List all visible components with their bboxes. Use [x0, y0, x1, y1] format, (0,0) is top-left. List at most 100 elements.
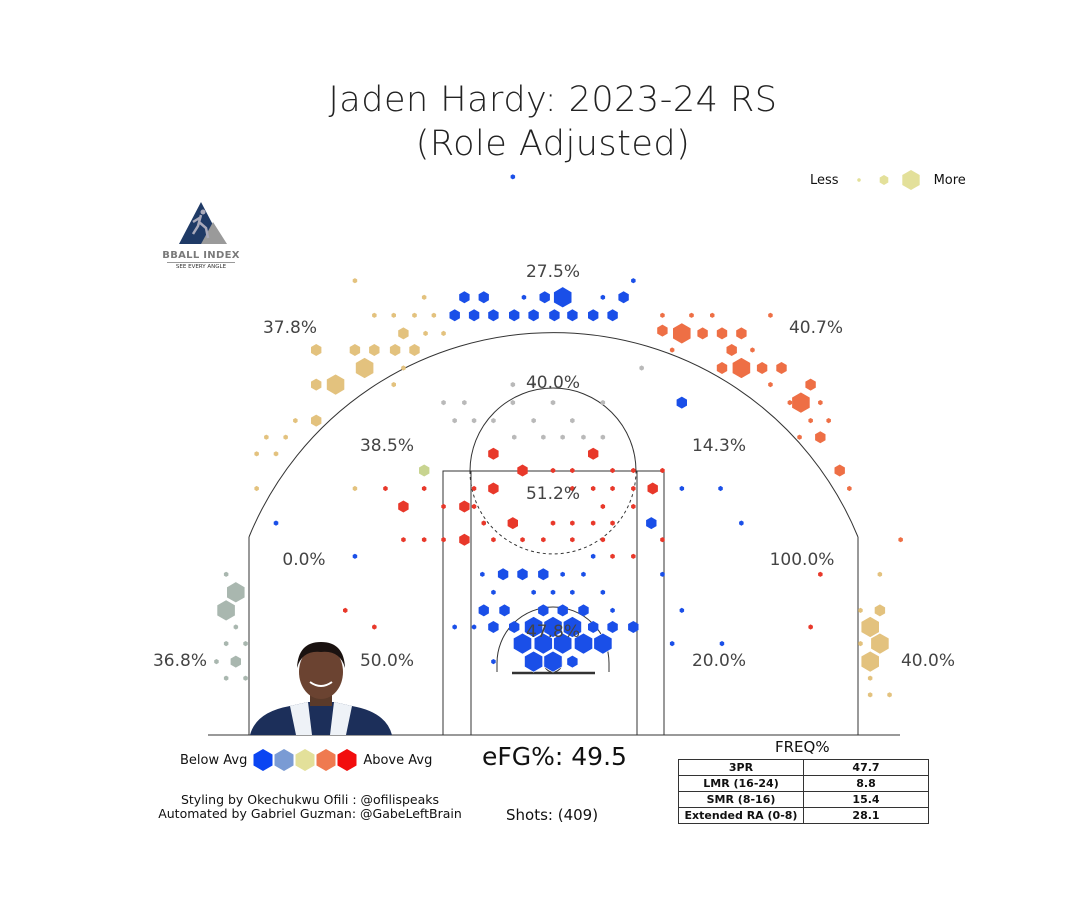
shot-hex	[628, 621, 639, 633]
shot-hex	[471, 418, 477, 424]
shot-hex	[352, 553, 358, 559]
shot-hex	[538, 604, 549, 617]
shot-hex	[610, 485, 615, 492]
freq-value: 47.7	[803, 759, 929, 776]
shot-hex	[543, 650, 563, 673]
shot-hex	[660, 312, 665, 318]
automation-credit: Automated by Gabriel Guzman: @GabeLeftBr…	[158, 806, 462, 821]
shot-hex	[471, 503, 477, 510]
player-photo	[250, 642, 392, 735]
shot-hex	[412, 312, 417, 318]
shot-hex	[468, 309, 480, 322]
shot-hex	[669, 347, 675, 353]
shot-hex	[531, 418, 536, 424]
title-line-1: Jaden Hardy: 2023-24 RS	[328, 80, 778, 120]
shot-hex	[264, 434, 269, 440]
freq-label: SMR (8-16)	[678, 791, 804, 808]
shot-hex	[524, 650, 544, 673]
shot-hex	[459, 533, 470, 546]
shot-hex	[491, 589, 496, 595]
shot-hex	[647, 482, 658, 495]
shot-hex	[478, 604, 489, 617]
shot-hex	[478, 291, 489, 304]
shot-hex	[509, 621, 520, 633]
size-legend-hexes	[856, 170, 920, 190]
shot-hex	[311, 344, 322, 356]
color-legend-hex	[295, 749, 315, 771]
shot-hex	[860, 650, 880, 673]
shot-hex	[600, 434, 606, 440]
shot-hex	[326, 373, 345, 396]
shot-hex	[858, 607, 863, 613]
shot-hex	[254, 485, 259, 492]
credits: Styling by Okechukwu Ofili : @ofilispeak…	[150, 793, 470, 821]
paint-inner	[470, 470, 638, 736]
shot-hex	[214, 659, 219, 665]
shot-hex	[223, 675, 229, 681]
shot-hex	[676, 396, 687, 409]
shot-hex	[243, 675, 248, 681]
shot-hex	[600, 537, 606, 543]
efg-percentage: eFG%: 49.5	[482, 742, 627, 771]
shot-hex	[539, 291, 550, 304]
shot-hex	[719, 641, 725, 647]
logo-triangle-icon	[179, 202, 227, 244]
shot-hex	[273, 451, 279, 457]
shot-hex	[570, 589, 575, 595]
shot-hex	[441, 503, 446, 510]
shot-hex	[491, 659, 496, 665]
shot-hex	[567, 655, 578, 668]
shot-hex	[372, 312, 377, 318]
free-throw-circle-bottom	[469, 470, 637, 555]
shot-hex	[590, 520, 596, 526]
shot-hex	[497, 568, 509, 581]
shot-hex	[528, 309, 539, 322]
shot-hex	[689, 312, 694, 318]
shot-hex	[631, 485, 636, 492]
shot-hex	[581, 571, 586, 577]
shot-hex	[887, 692, 892, 698]
shot-hex	[826, 418, 831, 424]
shot-hex	[726, 344, 737, 356]
above-avg-label: Above Avg	[363, 752, 433, 768]
shot-hex	[230, 655, 241, 668]
shot-hex	[243, 641, 248, 647]
shot-hex	[716, 327, 728, 340]
shot-hex	[550, 467, 556, 474]
shot-hex	[462, 400, 467, 406]
shot-hex	[441, 400, 446, 406]
shot-hex	[718, 485, 723, 492]
shot-hex	[226, 581, 246, 604]
color-legend-hex	[316, 749, 336, 771]
zone-label-short-mid-right: 100.0%	[769, 550, 835, 570]
shot-hex	[510, 400, 516, 406]
shot-hex	[768, 312, 773, 318]
color-legend: Below Avg Above Avg	[180, 748, 432, 772]
shot-hex	[507, 517, 518, 530]
hex-layer	[214, 174, 903, 698]
shot-hex	[562, 616, 582, 638]
shot-hex	[834, 464, 845, 477]
shot-hex	[254, 451, 259, 457]
shot-hex	[512, 434, 517, 440]
shot-hex	[660, 467, 665, 474]
shot-hex	[517, 568, 528, 581]
shot-hex	[588, 309, 599, 322]
shot-hex	[805, 378, 816, 391]
shot-hex	[618, 291, 629, 304]
shot-hex	[560, 571, 565, 577]
shot-hex	[543, 616, 563, 638]
freq-label: Extended RA (0-8)	[678, 807, 804, 824]
shot-hex	[669, 641, 675, 647]
shot-hex	[570, 520, 575, 526]
shot-hex	[401, 537, 406, 543]
shot-hex	[541, 537, 546, 543]
color-legend-hex	[274, 749, 294, 771]
shot-hex	[389, 344, 401, 356]
shot-hex	[578, 604, 589, 617]
shot-hex	[593, 632, 613, 655]
shot-hex	[898, 537, 903, 543]
shot-hex	[419, 464, 430, 477]
table-row: Extended RA (0-8) 28.1	[678, 807, 929, 824]
shot-hex	[768, 382, 773, 388]
